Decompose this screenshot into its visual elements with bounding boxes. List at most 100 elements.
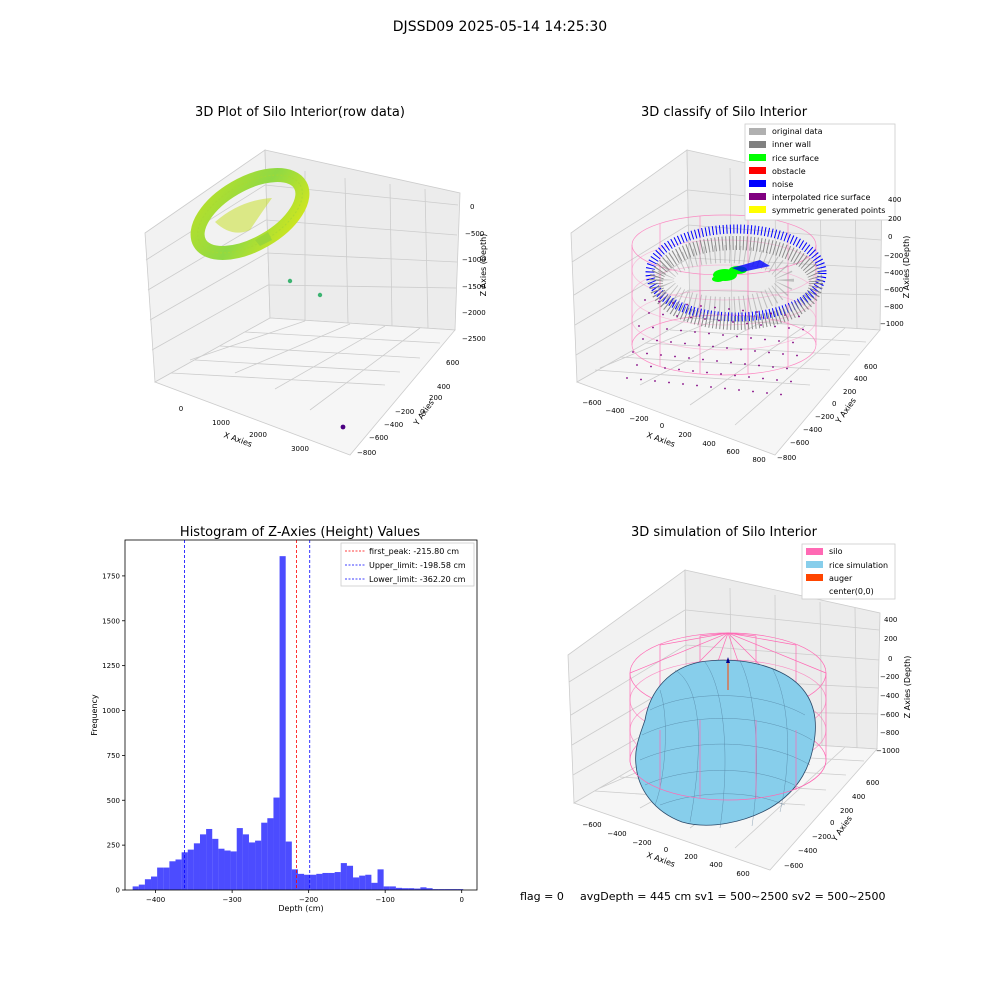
interpolated-point: [704, 318, 706, 320]
classify-noise-spike: [732, 260, 770, 272]
interpolated-point: [696, 384, 698, 387]
simulation-z-tick-label: 400: [884, 616, 897, 624]
interpolated-point: [756, 311, 758, 313]
histogram-x-tick-label: 0: [459, 896, 463, 904]
simulation-x-axis-label: X Axies: [645, 850, 676, 869]
legend-label-symmetric: symmetric generated points: [772, 206, 885, 215]
interpolated-point: [674, 355, 676, 358]
simulation-y-tick-label: 600: [866, 779, 879, 787]
simulation-z-tick-label: 0: [888, 655, 892, 663]
histogram-y-tick-label: 0: [116, 887, 120, 895]
footer-flag: flag = 0: [520, 890, 564, 903]
histogram-y-tick-label: 1000: [102, 707, 120, 715]
simulation-y-tick-label: −400: [798, 847, 817, 855]
interpolated-point: [760, 324, 762, 326]
histogram-x-tick-label: −200: [299, 896, 318, 904]
histogram-bar: [138, 884, 145, 890]
simulation-z-tick-label: −200: [880, 673, 899, 681]
histogram-bar: [206, 828, 213, 890]
raw-y-axis-label: Y Axies: [411, 398, 436, 428]
legend-label-rice: rice simulation: [829, 561, 888, 570]
panel-simulation: 3D simulation of Silo Interior: [567, 525, 912, 878]
interpolated-point: [666, 328, 668, 330]
interpolated-point: [698, 344, 700, 346]
interpolated-point: [692, 370, 694, 372]
interpolated-point: [660, 354, 662, 356]
histogram-y-tick-label: 500: [107, 797, 120, 805]
histogram-bar: [285, 841, 292, 890]
raw-ring: [190, 168, 310, 260]
legend-label-lower-limit: Lower_limit: -362.20 cm: [369, 575, 466, 584]
histogram-bar: [432, 889, 439, 890]
histogram-bar: [359, 875, 366, 890]
classify-legend: original data inner wall rice surface ob…: [744, 123, 896, 221]
classify-y-tick-label: 400: [854, 375, 867, 383]
raw-outlier-point: [317, 292, 323, 298]
legend-swatch-auger: [806, 574, 823, 581]
simulation-z-tick-label: −600: [880, 711, 899, 719]
raw-z-axis-label: Z Axies (Depth): [479, 234, 488, 297]
classify-x-tick-label: 0: [660, 422, 664, 430]
histogram-bar: [310, 874, 317, 890]
simulation-x-tick-label: 200: [684, 853, 697, 861]
histogram-bar: [273, 797, 280, 890]
raw-x-tick-label: 2000: [249, 431, 267, 439]
legend-label-obstacle: obstacle: [772, 167, 806, 176]
classify-y-tick-label: −400: [803, 426, 822, 434]
interpolated-point: [642, 338, 644, 340]
raw-z-tick-label: −2000: [462, 309, 486, 317]
legend-swatch-rice-surface: [749, 154, 766, 161]
classify-y-tick-label: −800: [777, 454, 796, 462]
interpolated-point: [718, 319, 720, 322]
interpolated-point: [684, 342, 686, 345]
legend-label-rice-surface: rice surface: [772, 154, 819, 163]
interpolated-point: [700, 305, 702, 307]
simulation-x-tick-label: 0: [664, 846, 668, 854]
histogram-bar: [230, 851, 237, 890]
interpolated-point: [716, 360, 718, 362]
interpolated-point: [736, 335, 738, 338]
histogram-plot-frame: [124, 539, 478, 891]
interpolated-point: [780, 393, 782, 396]
histogram-bar: [304, 874, 311, 890]
histogram-bar: [438, 889, 445, 890]
raw-z-tick-label: −1500: [462, 283, 486, 291]
histogram-bars: [132, 556, 464, 890]
histogram-x-axis-label: Depth (cm): [278, 904, 323, 913]
classify-z-tick-label: 0: [888, 233, 892, 241]
interpolated-point: [664, 367, 666, 369]
histogram-title: Histogram of Z-Axies (Height) Values: [180, 525, 420, 540]
histogram-bar: [371, 882, 378, 890]
interpolated-point: [708, 332, 710, 335]
interpolated-point: [714, 306, 716, 309]
legend-swatch-silo: [806, 548, 823, 555]
interpolated-point: [652, 326, 654, 329]
interpolated-point: [720, 373, 722, 375]
classify-z-axis-label: Z Axies (Depth): [902, 236, 911, 299]
histogram-x-tick-label: −100: [376, 896, 395, 904]
interpolated-point: [758, 364, 760, 367]
interpolated-point: [802, 328, 804, 331]
histogram-bar: [218, 848, 225, 890]
histogram-x-tick-label: −300: [223, 896, 242, 904]
histogram-bar: [408, 888, 415, 890]
interpolated-point: [782, 353, 784, 355]
classify-interior-points: [656, 245, 794, 315]
interpolated-point: [752, 390, 754, 393]
histogram-bar: [132, 886, 139, 890]
simulation-y-tick-label: 200: [840, 807, 853, 815]
histogram-bar: [144, 879, 152, 890]
interpolated-point: [686, 303, 688, 306]
histogram-bar: [175, 859, 182, 890]
simulation-x-tick-label: −400: [607, 830, 626, 838]
interpolated-point: [750, 337, 752, 339]
histogram-x-ticks: −400 −300 −200 −100 0: [146, 890, 464, 904]
histogram-reference-lines: [184, 540, 311, 890]
legend-label-center: center(0,0): [829, 587, 874, 596]
raw-outliers: [287, 278, 346, 430]
interpolated-point: [650, 365, 652, 368]
interpolated-point: [766, 392, 768, 394]
panel-simulation-title: 3D simulation of Silo Interior: [631, 525, 818, 540]
interpolated-point: [740, 348, 742, 351]
raw-axes-box: [144, 149, 461, 456]
